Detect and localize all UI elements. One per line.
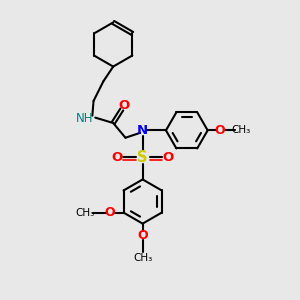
Text: CH₃: CH₃: [76, 208, 95, 218]
Text: S: S: [137, 150, 148, 165]
Text: O: O: [214, 124, 225, 137]
Text: N: N: [137, 124, 148, 137]
Text: CH₃: CH₃: [133, 253, 152, 263]
Text: O: O: [105, 206, 115, 219]
Text: O: O: [163, 151, 174, 164]
Text: O: O: [111, 151, 122, 164]
Text: O: O: [137, 230, 148, 242]
Text: O: O: [118, 99, 130, 112]
Text: NH: NH: [76, 112, 94, 124]
Text: CH₃: CH₃: [231, 125, 250, 135]
